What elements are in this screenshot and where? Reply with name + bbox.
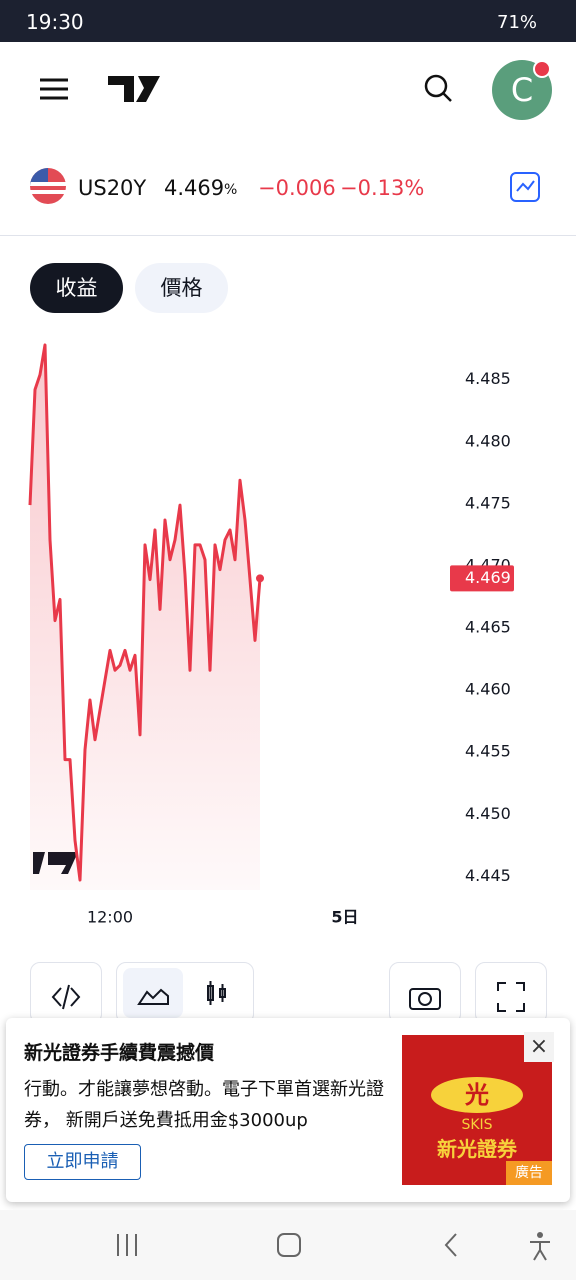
snapshot-button[interactable] bbox=[389, 962, 461, 1024]
y-tick-label: 4.465 bbox=[465, 618, 511, 637]
recents[interactable] bbox=[117, 1234, 137, 1256]
price: 4.469 bbox=[164, 176, 225, 200]
avatar-letter: C bbox=[511, 71, 533, 109]
quote-row: US20Y 4.469 % −0.006 −0.13% bbox=[0, 160, 576, 216]
line bbox=[28, 343, 262, 882]
change-pct: −0.13% bbox=[340, 176, 425, 200]
chart-type-group bbox=[116, 962, 254, 1024]
price-tag bbox=[450, 565, 514, 592]
logo[interactable] bbox=[108, 76, 160, 102]
status-bar: 19:30 71% bbox=[0, 0, 576, 42]
accessibility[interactable] bbox=[530, 1241, 550, 1261]
embed-button[interactable] bbox=[30, 962, 102, 1024]
ad-body: 行動。才能讓夢想啓動。電子下單首選新光證券， 新開戶送免費抵用金$3000up bbox=[24, 1079, 384, 1131]
area-type[interactable] bbox=[123, 968, 183, 1018]
unit: % bbox=[224, 182, 238, 198]
x-tick-label: 12:00 bbox=[87, 908, 133, 927]
menu-button[interactable] bbox=[40, 78, 68, 100]
flag bbox=[30, 168, 66, 204]
app-header: C bbox=[40, 60, 552, 120]
change: −0.006 bbox=[258, 176, 336, 200]
ad-logo: 光 bbox=[431, 1077, 523, 1113]
y-tick-label: 4.450 bbox=[465, 804, 511, 823]
x-tick-label: 5日 bbox=[331, 908, 358, 927]
last-point bbox=[256, 574, 264, 583]
home[interactable] bbox=[277, 1233, 301, 1257]
candle-type[interactable] bbox=[201, 978, 231, 1008]
ad-badge: 廣告 bbox=[506, 1161, 552, 1185]
fullscreen-button[interactable] bbox=[475, 962, 547, 1024]
y-tick-label: 4.445 bbox=[465, 866, 511, 885]
search-button[interactable] bbox=[424, 74, 452, 102]
divider bbox=[0, 235, 576, 236]
nav-bar bbox=[0, 1210, 576, 1280]
clock: 19:30 bbox=[26, 10, 84, 34]
price-tag-label: 4.469 bbox=[465, 568, 511, 587]
ad-logo-en: SKIS bbox=[461, 1117, 493, 1133]
ad-close[interactable]: × bbox=[524, 1032, 554, 1062]
notification-dot bbox=[533, 60, 551, 78]
ad-banner[interactable]: 新光證券手續費震撼價 行動。才能讓夢想啓動。電子下單首選新光證券， 新開戶送免費… bbox=[6, 1018, 570, 1202]
y-tick-label: 4.485 bbox=[465, 369, 511, 388]
back[interactable] bbox=[444, 1233, 457, 1257]
battery: 71% bbox=[497, 12, 538, 33]
y-tick-label: 4.455 bbox=[465, 742, 511, 761]
ad-title: 新光證券手續費震撼價 bbox=[24, 1042, 215, 1064]
y-tick-label: 4.460 bbox=[465, 680, 511, 699]
symbol: US20Y bbox=[78, 176, 147, 200]
tab-yield[interactable]: 收益 bbox=[30, 263, 123, 313]
chart: 4.4454.4504.4554.4604.4654.4704.4754.480… bbox=[28, 343, 514, 927]
tab-price[interactable]: 價格 bbox=[135, 263, 228, 313]
y-tick-label: 4.480 bbox=[465, 431, 511, 450]
chart-toggle[interactable] bbox=[510, 172, 540, 202]
ad-logo-name: 新光證券 bbox=[437, 1137, 517, 1161]
ad-button[interactable]: 立即申請 bbox=[24, 1144, 141, 1180]
y-tick-label: 4.475 bbox=[465, 493, 511, 512]
area bbox=[30, 344, 260, 891]
